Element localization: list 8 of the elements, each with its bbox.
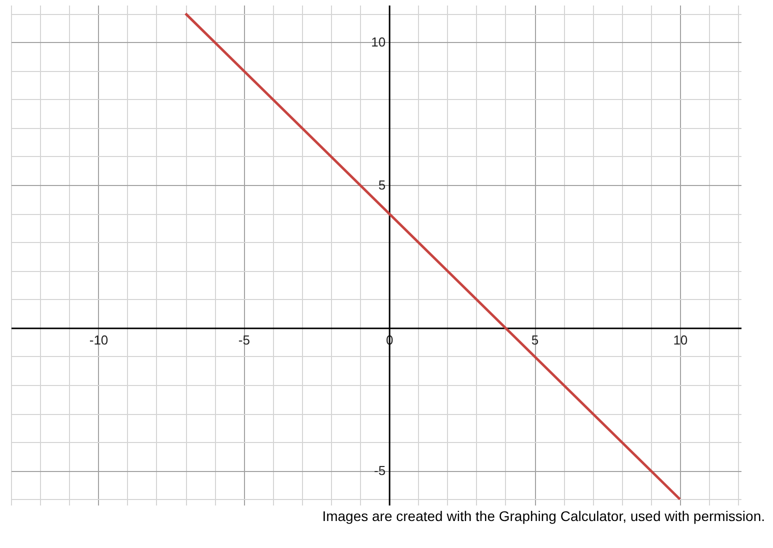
y-tick-label: -5: [374, 463, 386, 478]
x-tick-label: -5: [238, 332, 250, 348]
y-tick-label: 5: [378, 178, 386, 192]
text: Images are created with the Graphing Calculator, used with permission.: [321, 508, 765, 524]
x-tick-label: -10: [89, 332, 108, 348]
x-tick-label: 5: [531, 332, 539, 348]
y-tick-label: 10: [371, 34, 386, 50]
x-tick-label: 10: [673, 332, 688, 348]
